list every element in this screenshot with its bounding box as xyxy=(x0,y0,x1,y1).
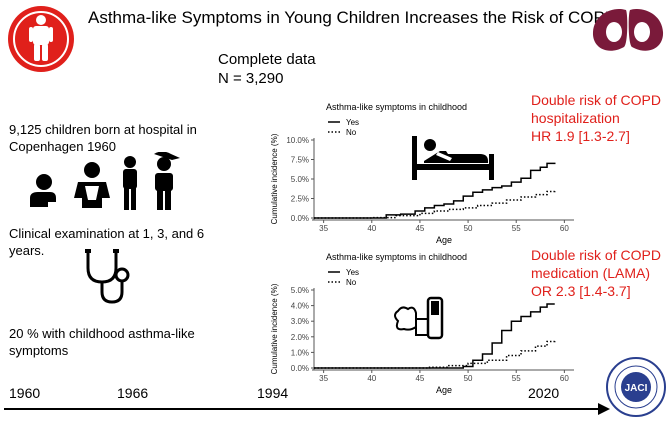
series-line-no xyxy=(314,339,556,369)
boy-cap-icon xyxy=(154,152,180,210)
children-icons xyxy=(30,152,180,210)
y-tick-label: 2.5% xyxy=(291,195,309,204)
medication-result: Double risk of COPD medication (LAMA) OR… xyxy=(531,246,661,300)
y-tick-label: 3.0% xyxy=(291,317,309,326)
year-1966: 1966 xyxy=(117,385,149,401)
jaci-badge-icon: JACI xyxy=(606,357,666,417)
year-2020: 2020 xyxy=(528,385,560,401)
person-badge-icon xyxy=(8,6,74,72)
births-text: 9,125 children born at hospital in Copen… xyxy=(9,122,197,154)
hospitalization-result: Double risk of COPD hospitalization HR 1… xyxy=(531,91,661,145)
x-tick-label: 60 xyxy=(560,224,569,233)
y-tick-label: 0.0% xyxy=(291,214,309,223)
x-tick-label: 60 xyxy=(560,374,569,383)
y-tick-label: 7.5% xyxy=(291,156,309,165)
result-line: medication (LAMA) xyxy=(531,265,651,281)
chart-title: Asthma-like symptoms in childhood xyxy=(326,102,467,112)
y-tick-label: 0.0% xyxy=(291,364,309,373)
year-1960: 1960 xyxy=(9,385,41,401)
x-tick-label: 35 xyxy=(319,224,328,233)
series-line-yes xyxy=(314,162,556,219)
chart-title: Asthma-like symptoms in childhood xyxy=(326,252,467,262)
complete-data-label: Complete data N = 3,290 xyxy=(218,50,316,88)
x-tick-label: 45 xyxy=(415,374,424,383)
result-line: HR 1.9 [1.3-2.7] xyxy=(531,128,630,144)
y-tick-label: 5.0% xyxy=(291,175,309,184)
result-line: Double risk of COPD xyxy=(531,92,661,108)
x-tick-label: 40 xyxy=(367,224,376,233)
x-tick-label: 50 xyxy=(464,374,473,383)
result-line: hospitalization xyxy=(531,110,620,126)
y-tick-label: 2.0% xyxy=(291,333,309,342)
hospital-bed-icon xyxy=(412,136,494,180)
toddler-icon xyxy=(74,162,110,208)
legend-label: No xyxy=(346,278,357,287)
x-tick-label: 40 xyxy=(367,374,376,383)
stethoscope-icon xyxy=(85,249,130,304)
y-axis-label: Cumulative incidence (%) xyxy=(270,133,279,224)
page-title: Asthma-like Symptoms in Young Children I… xyxy=(88,8,618,27)
x-axis-label: Age xyxy=(436,385,452,395)
sample-size: N = 3,290 xyxy=(218,70,284,87)
complete-data-line: Complete data xyxy=(218,51,316,68)
legend-label: Yes xyxy=(346,268,359,277)
inhaler-icon xyxy=(394,296,444,340)
jaci-badge-text: JACI xyxy=(625,383,648,394)
x-tick-label: 35 xyxy=(319,374,328,383)
result-line: OR 2.3 [1.4-3.7] xyxy=(531,283,631,299)
legend-label: No xyxy=(346,128,357,137)
y-tick-label: 5.0% xyxy=(291,286,309,295)
baby-crawling-icon xyxy=(30,174,56,207)
x-axis-label: Age xyxy=(436,235,452,245)
y-tick-label: 10.0% xyxy=(286,136,309,145)
timeline-arrow xyxy=(4,403,610,415)
series-line-yes xyxy=(314,303,555,369)
exam-text: Clinical examination at 1, 3, and 6 year… xyxy=(9,226,205,258)
result-line: Double risk of COPD xyxy=(531,247,661,263)
asthma-pct-text: 20 % with childhood asthma-like symptoms xyxy=(9,326,195,358)
y-tick-label: 1.0% xyxy=(291,348,309,357)
y-tick-label: 4.0% xyxy=(291,302,309,311)
series-line-no xyxy=(314,189,556,219)
x-tick-label: 55 xyxy=(512,374,521,383)
lungs-logo-icon xyxy=(592,8,664,51)
legend-label: Yes xyxy=(346,118,359,127)
y-axis-label: Cumulative incidence (%) xyxy=(270,283,279,374)
x-tick-label: 45 xyxy=(415,224,424,233)
year-1994: 1994 xyxy=(257,385,289,401)
x-tick-label: 55 xyxy=(512,224,521,233)
child-icon xyxy=(123,156,137,210)
x-tick-label: 50 xyxy=(464,224,473,233)
